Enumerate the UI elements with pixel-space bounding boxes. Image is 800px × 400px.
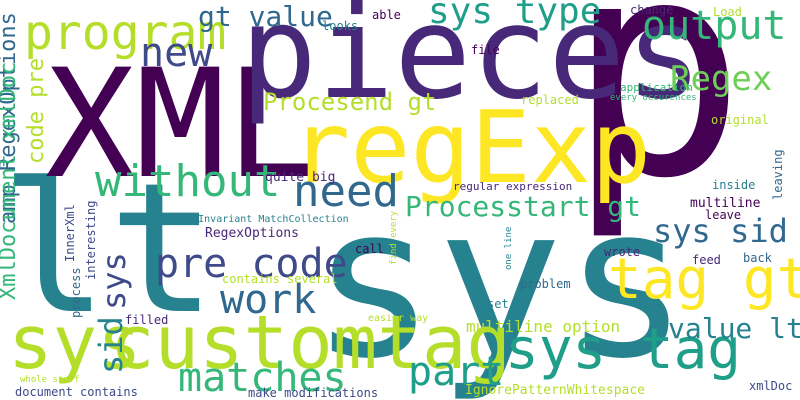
word-wrote: wrote <box>604 245 641 259</box>
word-xml: XML <box>45 38 316 212</box>
word-replaced: replaced <box>521 93 579 107</box>
word-regexp: regExp <box>290 89 652 206</box>
word-tag-gt: tag gt <box>608 247 800 312</box>
word-back: back <box>743 251 772 265</box>
word-cultureinvariant-matchcollection: CultureInvariant MatchCollection <box>156 214 349 225</box>
word-interesting: interesting <box>84 200 98 280</box>
word-original: original <box>711 113 769 127</box>
word-multiline-option: multiline option <box>466 317 621 336</box>
word-ignorepatternwhitespace: IgnorePatternWhitespace <box>465 383 646 398</box>
word-multiline: multiline <box>690 196 761 211</box>
word-contains-several: contains several <box>222 272 338 286</box>
word-change: change <box>630 3 674 17</box>
word-sid-vertical: sid <box>92 316 130 374</box>
word-process: process <box>69 267 83 318</box>
word-xmldocument-xmldoc: XmlDocument xmlDoc <box>0 61 21 300</box>
word-easier-way: easier way <box>368 313 429 324</box>
word-find-every: find every <box>389 210 399 265</box>
word-leave: leave <box>705 208 742 222</box>
word-procesend-gt: Procesend gt <box>263 88 437 116</box>
word-gt-value: gt value <box>198 0 333 33</box>
word-application: application <box>620 81 693 94</box>
word-leaving: leaving <box>771 149 785 200</box>
word-pieces: pieces <box>240 0 703 128</box>
word-make-modifications: make modifications <box>248 386 379 400</box>
word-every-occurences: every occurences <box>610 93 697 103</box>
word-problem: problem <box>520 277 571 291</box>
word-work: work <box>220 277 317 323</box>
word-new: new <box>140 30 213 76</box>
word-part: part <box>408 349 505 395</box>
word-pre-code: pre code <box>155 241 348 287</box>
word-one-line: one line <box>504 226 514 270</box>
word-file: file <box>471 43 500 57</box>
word-output: output <box>642 3 787 49</box>
word-sys-type: sys type <box>428 0 602 32</box>
word-feed: feed <box>692 253 721 267</box>
word-whole-stuff: whole stuff <box>20 375 80 385</box>
word-sys-large: sys <box>310 160 690 400</box>
word-program: program <box>24 5 227 61</box>
word-able: able <box>372 8 401 22</box>
word-sys-vertical: sys <box>95 252 133 310</box>
word-processtart-gt: Processtart gt <box>405 190 642 223</box>
word-need: need <box>293 166 399 217</box>
word-set: set <box>487 297 509 311</box>
word-matches: matches <box>178 355 347 400</box>
word-filled: filled <box>125 313 169 327</box>
word-sys-lime: sys <box>8 300 142 386</box>
word-sys-tag: sys tag <box>505 317 742 382</box>
word-lt: lt <box>0 145 217 354</box>
word-inside: inside <box>712 178 756 192</box>
word-p: p <box>566 0 747 244</box>
word-without: without <box>95 156 281 207</box>
word-regexoptions: RegexOptions <box>205 226 299 241</box>
word-looks: looks <box>322 19 359 33</box>
word-xmldoc: xmlDoc <box>749 379 793 393</box>
word-value-lt: value lt <box>668 312 800 345</box>
word-quite-big: quite big <box>265 170 336 185</box>
word-code-pre: code pre <box>24 58 49 164</box>
word-regular-expression: regular expression <box>453 180 573 193</box>
word-regex: Regex <box>670 59 773 99</box>
word-load: Load <box>713 5 742 19</box>
word-sys-sid: sys sid <box>653 212 788 250</box>
word-customtag: customtag <box>110 300 511 386</box>
word-document-contains: document contains <box>15 385 138 399</box>
word-call: call <box>355 242 384 256</box>
word-innerxml: InnerXml <box>63 204 77 262</box>
